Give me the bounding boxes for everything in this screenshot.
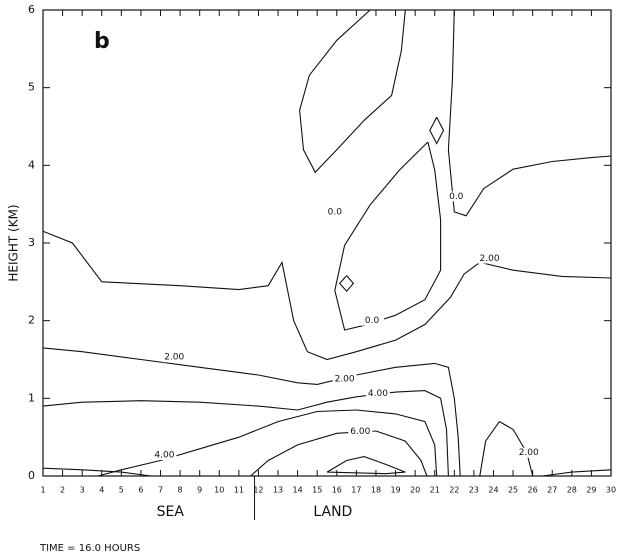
x-tick-label: 2 (60, 486, 65, 495)
contour-line (42, 467, 151, 477)
contour-line (334, 141, 442, 331)
y-tick-label: 6 (28, 3, 35, 16)
contour-label-bg (332, 373, 357, 384)
contour-line (97, 409, 438, 477)
x-tick-label: 17 (351, 486, 361, 495)
contour-line (299, 9, 406, 174)
panel-label: b (94, 29, 110, 54)
contour-label-bg (360, 315, 385, 326)
y-axis-title: HEIGHT (KM) (7, 204, 21, 281)
contour-line (42, 390, 449, 477)
x-tick-label: 21 (430, 486, 440, 495)
x-tick-label: 18 (371, 486, 381, 495)
x-tick-label: 1 (40, 486, 45, 495)
contour-label-bg (477, 253, 502, 264)
x-tick-label: 15 (312, 486, 322, 495)
contour-label: 4.00 (368, 389, 388, 399)
x-tick-label: 27 (547, 486, 557, 495)
contour-label: 2.00 (519, 448, 539, 458)
y-tick-label: 2 (28, 314, 35, 327)
x-tick-label: 24 (488, 486, 498, 495)
contour-label: 0.0 (328, 207, 343, 217)
x-tick-label: 28 (567, 486, 577, 495)
footer: TIME = 16.0 HOURS (39, 543, 140, 554)
contour-label: 0.0 (365, 316, 380, 326)
contour-label-bg (152, 450, 177, 461)
contour-label-bg (162, 352, 187, 363)
contour-line (338, 275, 355, 293)
contour-label: 2.00 (480, 254, 500, 264)
y-tick-label: 4 (28, 158, 35, 171)
x-tick-label: 3 (80, 486, 85, 495)
x-tick-label: 22 (449, 486, 459, 495)
x-tick-label: 7 (158, 486, 163, 495)
x-tick-label: 5 (119, 486, 124, 495)
contour-line (429, 116, 445, 145)
plot-frame (42, 9, 612, 477)
contour-line (250, 430, 428, 477)
x-tick-label: 6 (138, 486, 143, 495)
contour-label: 4.00 (154, 451, 174, 461)
contour-label-bg (322, 206, 347, 217)
x-tick-label: 16 (332, 486, 342, 495)
contour-label: 2.00 (335, 374, 355, 384)
x-tick-label: 29 (586, 486, 596, 495)
region-label: LAND (313, 504, 352, 520)
contour-line (42, 230, 612, 361)
y-tick-label: 0 (28, 469, 35, 482)
y-tick-label: 1 (28, 391, 35, 404)
contour-line (326, 456, 406, 475)
x-tick-label: 19 (390, 486, 400, 495)
x-tick-label: 10 (214, 486, 224, 495)
contour-line (447, 9, 612, 217)
contour-label: 2.00 (164, 353, 184, 363)
x-tick-label: 14 (293, 486, 303, 495)
x-tick-label: 23 (469, 486, 479, 495)
y-tick-label: 5 (28, 81, 35, 94)
region-label: SEA (157, 504, 185, 520)
contour-label-bg (348, 426, 373, 437)
contour-label-bg (365, 388, 390, 399)
x-tick-label: 9 (197, 486, 202, 495)
x-tick-label: 13 (273, 486, 283, 495)
contour-line (542, 469, 612, 477)
x-tick-label: 12 (253, 486, 263, 495)
x-tick-label: 8 (178, 486, 183, 495)
y-tick-label: 3 (28, 236, 35, 249)
contour-label: 0.0 (449, 192, 464, 202)
contour-label-bg (444, 191, 469, 202)
x-tick-label: 30 (606, 486, 616, 495)
contour-label-bg (516, 447, 541, 458)
x-tick-label: 11 (234, 486, 244, 495)
x-tick-label: 25 (508, 486, 518, 495)
contour-label: 6.00 (350, 427, 370, 437)
x-tick-label: 4 (99, 486, 104, 495)
x-tick-label: 26 (528, 486, 538, 495)
contour-line (42, 347, 461, 477)
x-tick-label: 20 (410, 486, 420, 495)
